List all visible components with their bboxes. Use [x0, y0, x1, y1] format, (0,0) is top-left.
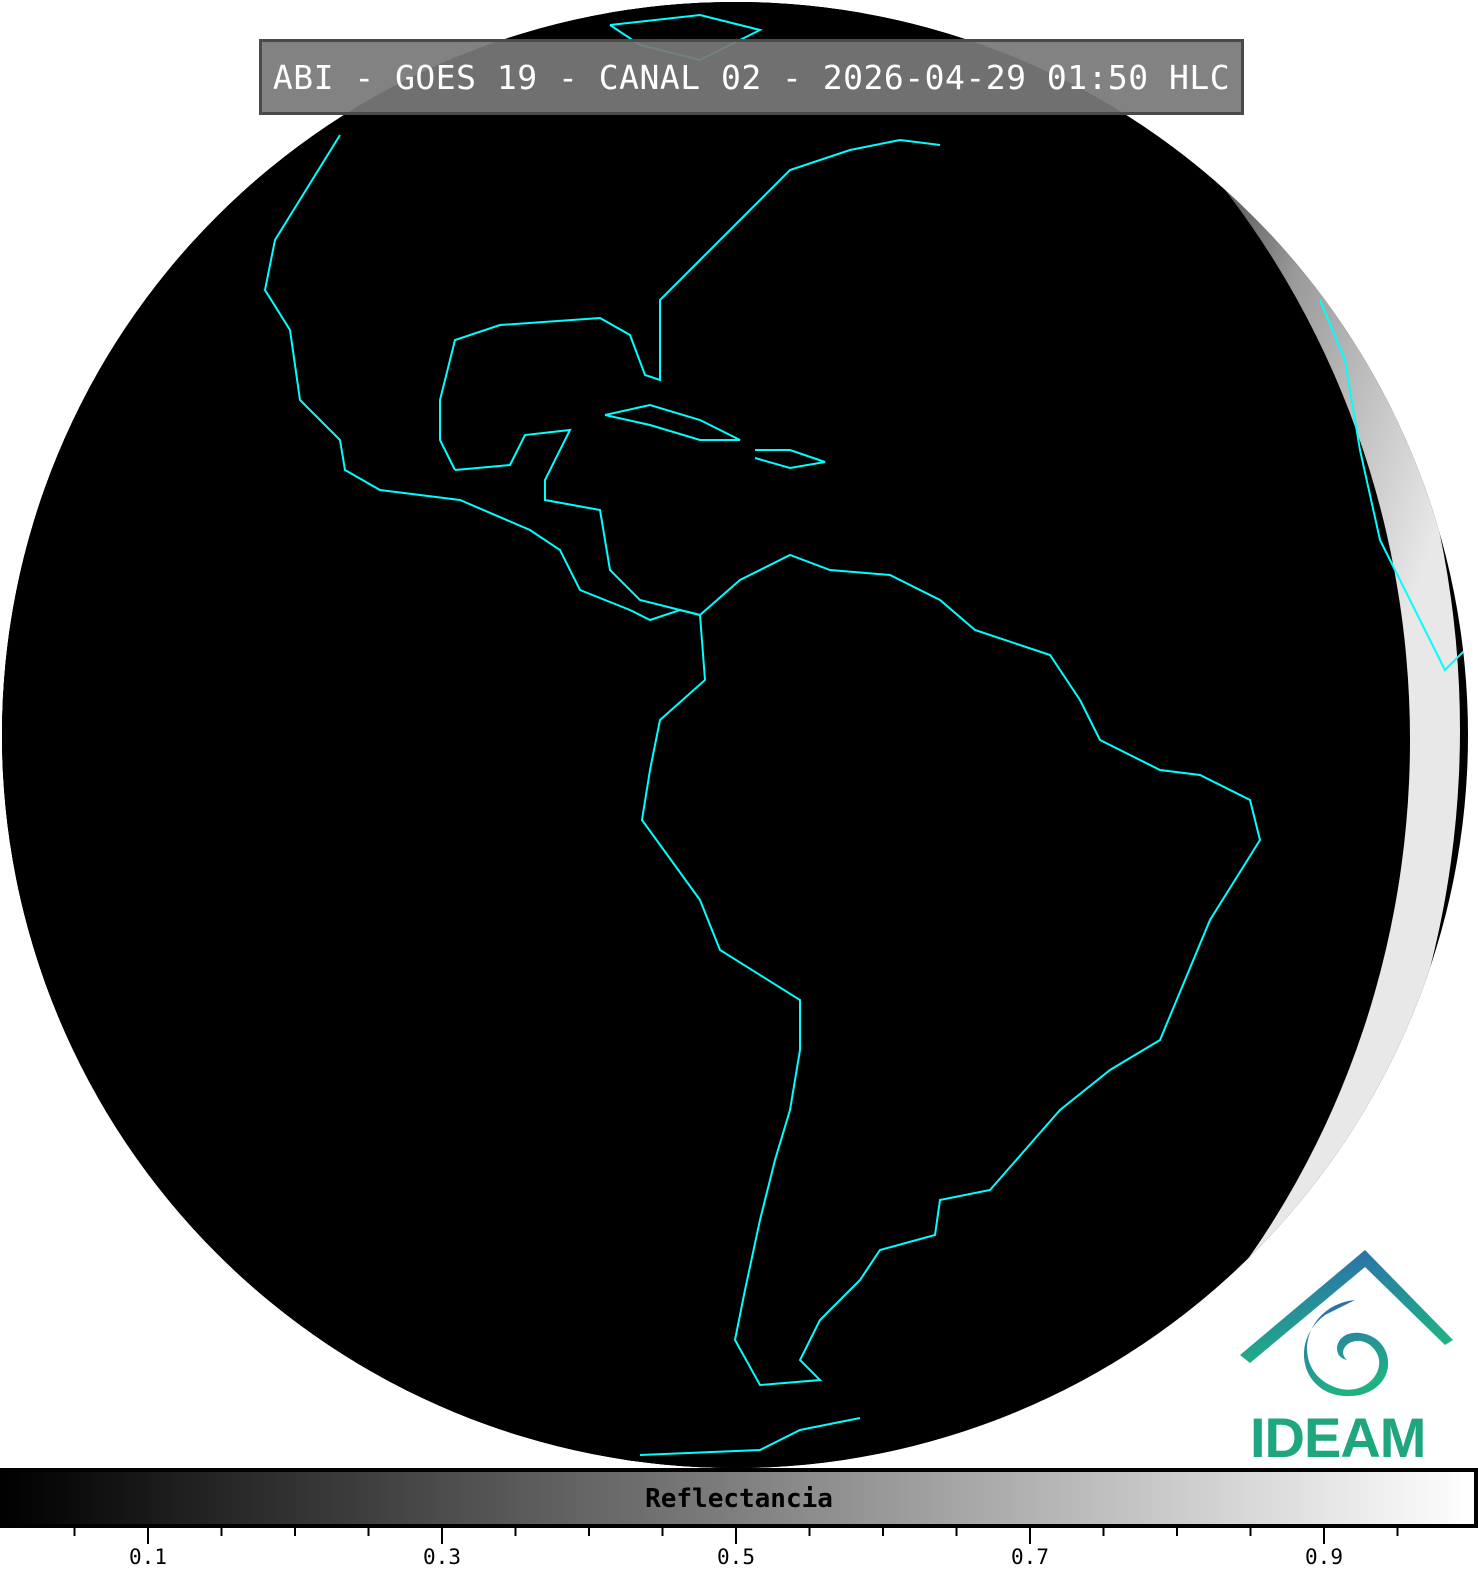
coastline-north-america-pacific — [263, 134, 701, 622]
ideam-logo — [1240, 1250, 1453, 1397]
coastline-central-america-caribbean — [454, 428, 701, 616]
coastline-south-america — [640, 553, 1262, 1387]
tick-label: 0.1 — [129, 1545, 167, 1569]
ideam-logo-text: IDEAM — [1250, 1406, 1426, 1469]
colorbar: Reflectancia — [0, 1468, 1478, 1528]
coastline-hispaniola — [754, 449, 826, 470]
colorbar-label: Reflectancia — [645, 1484, 833, 1514]
coastline-gulf-atlantic — [439, 138, 941, 471]
satellite-disk-image — [2, 2, 1468, 1468]
coastline-africa-edge — [1319, 299, 1466, 672]
tick-label: 0.9 — [1305, 1545, 1343, 1569]
coastline-cuba — [604, 403, 741, 441]
image-title: ABI - GOES 19 - CANAL 02 - 2026-04-29 01… — [259, 39, 1244, 115]
coastlines — [263, 13, 1466, 1456]
tick-label: 0.5 — [717, 1545, 755, 1569]
tick-label: 0.7 — [1011, 1545, 1049, 1569]
tick-label: 0.3 — [423, 1545, 461, 1569]
colorbar-ticks — [73, 1528, 1399, 1544]
coastline-antarctica — [639, 1417, 861, 1456]
